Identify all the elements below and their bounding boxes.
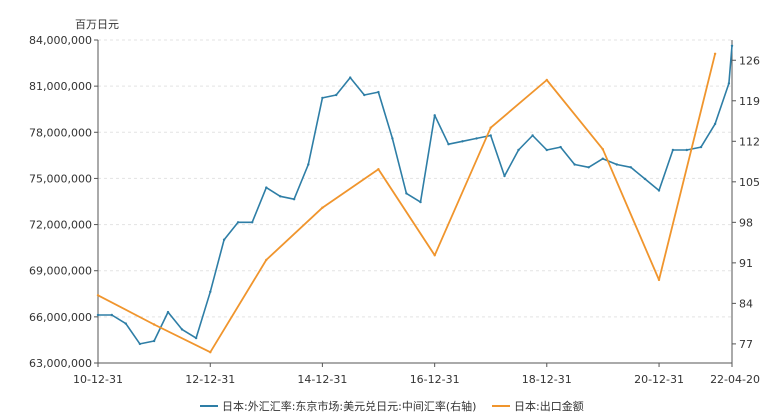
- x-tick-label: 22-04-20: [710, 373, 760, 386]
- legend-label-exchange-rate: 日本:外汇汇率:东京市场:美元兑日元:中间汇率(右轴): [222, 399, 476, 413]
- data-point-exchange-rate: [96, 313, 100, 317]
- y-right-tick-label: 105: [739, 176, 760, 189]
- y-left-tick-labels: 63,000,000 66,000,000 69,000,000 72,000,000…: [29, 34, 92, 370]
- data-point-exchange-rate: [363, 93, 366, 97]
- data-point-exchange-rate: [251, 221, 254, 224]
- x-tick-label: 12-12-31: [185, 373, 235, 386]
- y-right-tick-label: 112: [739, 135, 760, 148]
- data-point-exchange-rate: [699, 145, 703, 149]
- data-point-exchange-rate: [503, 174, 506, 178]
- data-point-export-value: [152, 323, 156, 326]
- y-right-tick-label: 126: [739, 54, 760, 67]
- data-point-export-value: [377, 168, 380, 171]
- data-point-exchange-rate: [321, 96, 324, 100]
- series: [96, 44, 734, 354]
- data-point-exchange-rate: [545, 148, 548, 152]
- x-tick-labels: 10-12-31 12-12-31 14-12-31 16-12-31 18-12-31…: [73, 373, 760, 386]
- data-point-exchange-rate: [349, 76, 352, 79]
- data-point-exchange-rate: [517, 148, 520, 152]
- data-point-exchange-rate: [391, 137, 394, 140]
- series-line-export-value: [97, 53, 716, 354]
- axes: [94, 39, 736, 367]
- data-point-exchange-rate: [713, 122, 717, 126]
- legend: 日本:外汇汇率:东京市场:美元兑日元:中间汇率(右轴) 日本:出口金额: [200, 399, 584, 413]
- data-point-exchange-rate: [419, 200, 422, 204]
- data-point-exchange-rate: [279, 195, 282, 198]
- data-point-exchange-rate: [489, 134, 492, 137]
- data-point-exchange-rate: [559, 145, 562, 149]
- grid-lines: [98, 39, 732, 318]
- x-tick-label: 20-12-31: [634, 373, 684, 386]
- data-point-exchange-rate: [377, 90, 380, 94]
- data-point-exchange-rate: [236, 221, 240, 224]
- data-point-exchange-rate: [671, 148, 675, 152]
- y-left-tick-label: 63,000,000: [29, 357, 92, 370]
- data-point-exchange-rate: [405, 192, 408, 195]
- data-point-exchange-rate: [730, 44, 734, 47]
- data-point-exchange-rate: [194, 336, 198, 340]
- y-right-tick-label: 84: [739, 297, 753, 310]
- data-point-exchange-rate: [265, 186, 268, 189]
- data-point-exchange-rate: [433, 114, 436, 117]
- data-point-exchange-rate: [335, 93, 338, 97]
- y-right-tick-label: 91: [739, 257, 753, 270]
- y-left-tick-label: 84,000,000: [29, 34, 92, 47]
- data-point-exchange-rate: [180, 328, 184, 331]
- data-point-export-value: [433, 254, 436, 257]
- y-left-unit-label: 百万日元: [75, 18, 119, 31]
- y-left-tick-label: 78,000,000: [29, 126, 92, 139]
- data-point-exchange-rate: [447, 143, 450, 146]
- data-point-exchange-rate: [587, 166, 590, 169]
- data-point-exchange-rate: [685, 148, 688, 152]
- y-right-tick-labels: 77 84 91 98 105 112 119 126: [739, 54, 760, 351]
- data-point-exchange-rate: [307, 163, 310, 166]
- data-point-exchange-rate: [461, 140, 464, 143]
- x-tick-label: 10-12-31: [73, 373, 123, 386]
- data-point-exchange-rate: [292, 198, 296, 201]
- y-right-tick-label: 77: [739, 338, 753, 351]
- y-left-tick-label: 75,000,000: [29, 172, 92, 185]
- data-point-exchange-rate: [166, 310, 170, 314]
- y-left-tick-label: 72,000,000: [29, 219, 92, 232]
- data-point-exchange-rate: [643, 177, 647, 181]
- data-point-exchange-rate: [531, 134, 534, 137]
- data-point-exchange-rate: [124, 322, 128, 325]
- data-point-exchange-rate: [152, 339, 156, 343]
- data-point-export-value: [601, 148, 604, 151]
- x-tick-label: 16-12-31: [410, 373, 460, 386]
- series-line-exchange-rate: [98, 45, 733, 345]
- y-right-tick-label: 98: [739, 216, 753, 229]
- y-left-tick-label: 66,000,000: [29, 311, 92, 324]
- x-tick-label: 14-12-31: [297, 373, 347, 386]
- data-point-export-value: [713, 52, 717, 55]
- legend-label-export-value: 日本:出口金额: [514, 399, 584, 413]
- y-right-tick-label: 119: [739, 95, 760, 108]
- data-point-exchange-rate: [138, 342, 142, 346]
- data-point-exchange-rate: [727, 82, 731, 85]
- data-point-export-value: [657, 278, 661, 282]
- data-point-export-value: [545, 78, 548, 82]
- y-left-tick-label: 81,000,000: [29, 80, 92, 93]
- data-point-export-value: [209, 351, 212, 354]
- y-left-tick-label: 69,000,000: [29, 265, 92, 278]
- data-point-export-value: [321, 206, 324, 209]
- data-point-export-value: [265, 258, 268, 262]
- data-point-exchange-rate: [209, 290, 212, 293]
- data-point-exchange-rate: [657, 189, 661, 192]
- data-point-exchange-rate: [573, 163, 576, 166]
- data-point-exchange-rate: [222, 238, 226, 241]
- data-point-exchange-rate: [615, 163, 618, 166]
- data-point-exchange-rate: [475, 137, 478, 140]
- data-point-export-value: [96, 294, 100, 297]
- x-tick-label: 18-12-31: [522, 373, 572, 386]
- data-point-export-value: [489, 126, 492, 129]
- data-point-exchange-rate: [601, 157, 604, 160]
- data-point-exchange-rate: [110, 313, 114, 317]
- data-point-exchange-rate: [629, 166, 632, 169]
